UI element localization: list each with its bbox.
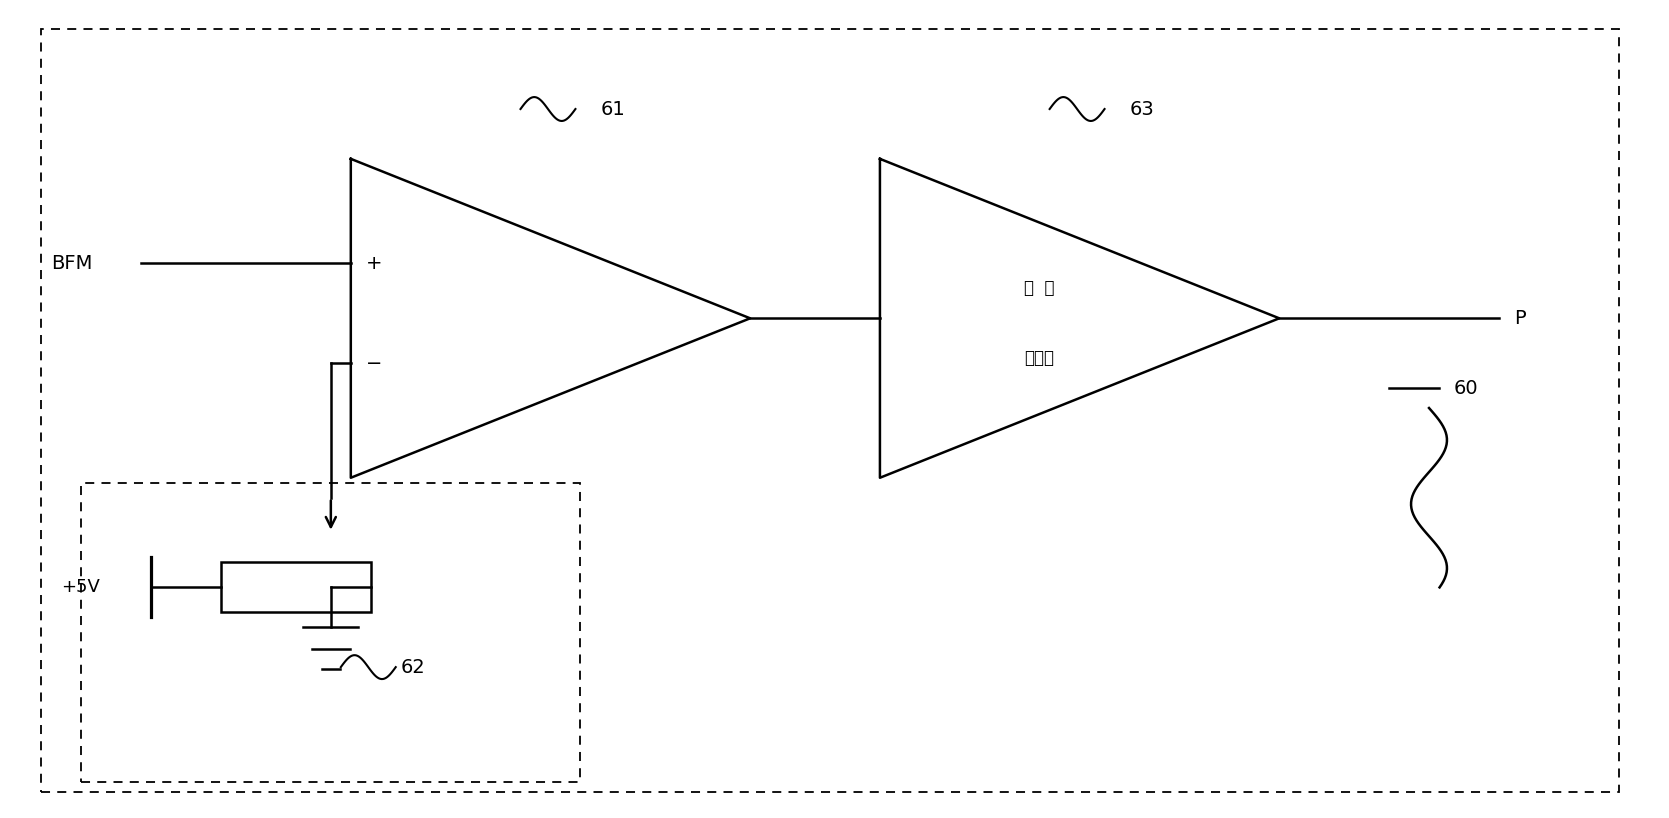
Text: −: − <box>366 353 382 373</box>
Text: 62: 62 <box>401 658 426 676</box>
Text: 63: 63 <box>1130 100 1155 119</box>
Text: +: + <box>366 254 382 273</box>
Text: 60: 60 <box>1454 379 1479 398</box>
Text: +5V: +5V <box>62 578 100 596</box>
Text: 比  例: 比 例 <box>1025 280 1055 298</box>
Bar <box>82 483 581 782</box>
Text: BFM: BFM <box>52 254 93 273</box>
Bar <box>220 563 371 613</box>
Text: P: P <box>1514 309 1525 328</box>
Text: 61: 61 <box>601 100 626 119</box>
Text: 放大器: 放大器 <box>1025 349 1055 367</box>
